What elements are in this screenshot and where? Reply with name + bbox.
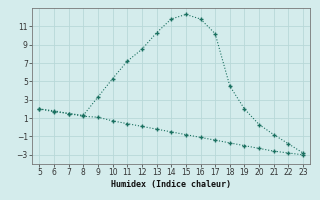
X-axis label: Humidex (Indice chaleur): Humidex (Indice chaleur) (111, 180, 231, 189)
